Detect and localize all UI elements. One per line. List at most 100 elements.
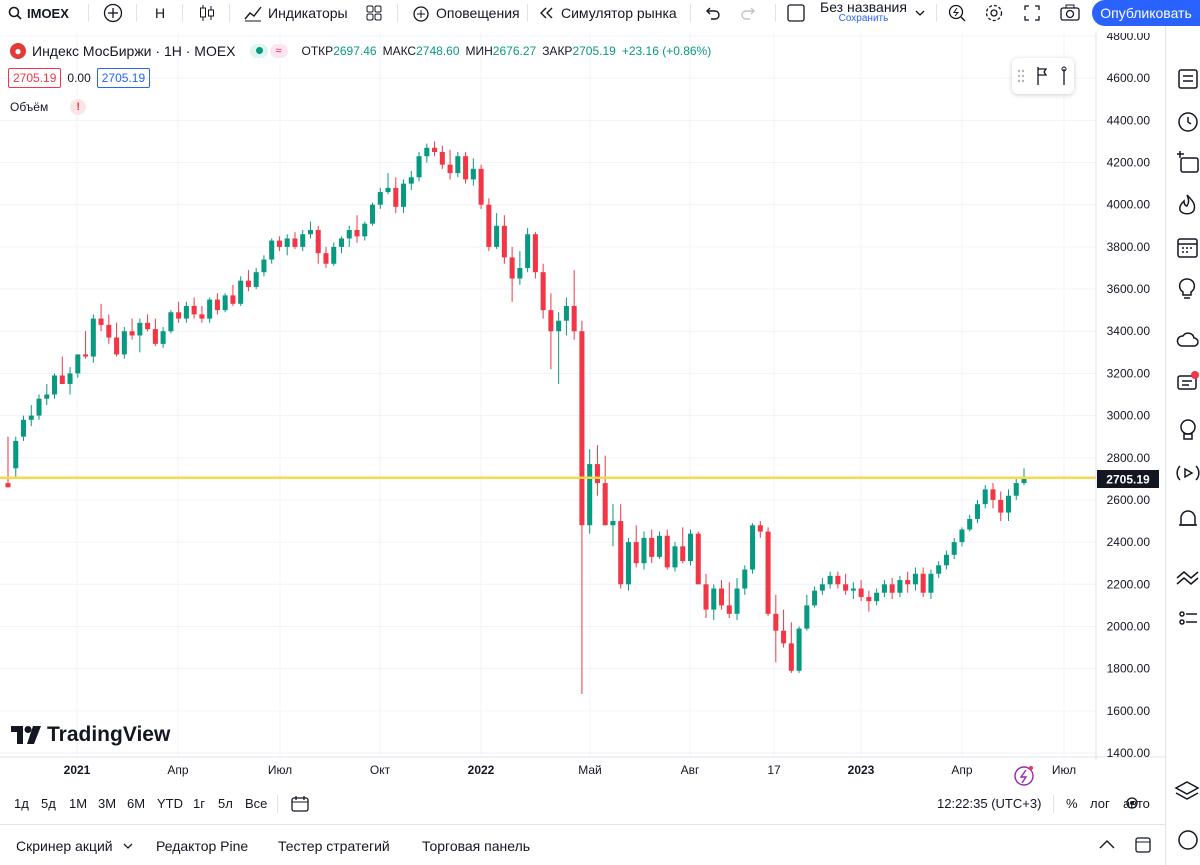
candle-body (470, 168, 476, 180)
layout-checkbox[interactable] (786, 0, 806, 26)
candle-body (214, 299, 220, 311)
brand-name: TradingView (47, 723, 171, 746)
snapshot-button[interactable] (1059, 0, 1081, 26)
time-axis[interactable]: 2021 Апр Июл Окт 2022 Май Авг 17 2023 Апр Июл (64, 763, 1077, 777)
volume-label[interactable]: Объём (10, 100, 49, 114)
warning-icon[interactable]: ! (70, 99, 87, 115)
tab-stock-screener[interactable]: Скринер акций (16, 838, 113, 854)
price-tick-label: 1800.00 (1107, 662, 1151, 676)
range-5d[interactable]: 5д (41, 796, 56, 811)
maximize-icon[interactable] (1134, 836, 1152, 854)
bid-box[interactable]: 2705.19 (8, 68, 62, 88)
settings-button[interactable] (984, 0, 1004, 26)
top-toolbar: IMOEX H Индикаторы Оповещения Симулятор … (0, 0, 1200, 26)
candle-body (67, 373, 73, 384)
candle-body (129, 331, 135, 336)
candle-body (998, 499, 1004, 513)
log-scale-toggle[interactable]: лог (1090, 796, 1110, 811)
candle-body (687, 533, 694, 562)
candle-body (207, 299, 213, 319)
save-link[interactable]: Сохранить (838, 13, 889, 24)
lightning-icon[interactable] (1014, 766, 1034, 786)
ideas-lightbulb-icon[interactable] (1174, 276, 1200, 302)
price-chart[interactable]: 4800.00 4600.00 4400.00 4200.00 4000.00 3800.… (0, 33, 1165, 823)
range-ytd[interactable]: YTD (157, 796, 183, 811)
range-6m[interactable]: 6М (127, 796, 146, 811)
candle-body (912, 573, 918, 585)
layouts-button[interactable] (365, 0, 383, 26)
alerts-button[interactable]: Оповещения (411, 0, 520, 26)
chevron-up-icon[interactable] (1098, 837, 1116, 851)
range-1y[interactable]: 1г (193, 796, 205, 811)
help-icon[interactable] (1174, 826, 1200, 852)
candle-body (401, 183, 407, 207)
object-tree-icon[interactable] (1174, 150, 1200, 176)
layers-icon[interactable] (1174, 778, 1200, 804)
instrument-name[interactable]: Индекс МосБиржи · 1Н · MOEX (32, 43, 236, 59)
notifications-bell-icon[interactable] (1174, 506, 1200, 532)
drag-handle-icon[interactable] (1017, 68, 1025, 84)
candle-body (633, 542, 639, 564)
candle-body (695, 533, 701, 585)
layout-title-button[interactable]: Без названия Сохранить (820, 0, 907, 26)
divider (182, 4, 183, 22)
tradingview-logo[interactable]: TradingView (11, 723, 170, 747)
divider (397, 4, 398, 22)
streams-cloud-icon[interactable] (1174, 328, 1200, 354)
change-value: +23.16 (+0.86%) (621, 44, 712, 58)
chats-icon[interactable] (1174, 370, 1200, 396)
data-window-icon[interactable] (1174, 606, 1200, 632)
market-status[interactable]: ≈ (249, 44, 288, 58)
trend-chevron-icon[interactable] (1174, 564, 1200, 590)
tab-strategy-tester[interactable]: Тестер стратегий (278, 838, 390, 854)
candle-body (788, 643, 794, 671)
line-tool-icon[interactable] (1059, 65, 1069, 87)
price-tick-label: 2400.00 (1107, 535, 1151, 549)
undo-button[interactable] (703, 0, 721, 26)
tab-trading-panel[interactable]: Торговая панель (422, 838, 531, 854)
broadcast-play-icon[interactable] (1174, 460, 1200, 486)
fullscreen-button[interactable] (1023, 0, 1041, 26)
hotlists-fire-icon[interactable] (1174, 192, 1200, 218)
flag-icon[interactable] (1034, 65, 1050, 87)
time-tick-label: Июл (1052, 763, 1076, 777)
candle-body (346, 230, 352, 239)
range-5y[interactable]: 5л (218, 796, 233, 811)
lightbulb-icon[interactable] (1174, 416, 1200, 442)
layout-menu-button[interactable] (914, 0, 926, 26)
candle-body (781, 630, 787, 644)
replay-button[interactable]: Симулятор рынка (538, 0, 677, 26)
symbol-search-button[interactable]: IMOEX (8, 0, 69, 26)
price-axis[interactable]: 4800.00 4600.00 4400.00 4200.00 4000.00 3800.… (1107, 33, 1151, 760)
calendar-range-icon[interactable] (290, 794, 312, 814)
tab-pine-editor[interactable]: Редактор Pine (156, 838, 249, 854)
redo-button[interactable] (740, 0, 758, 26)
chart-grid (0, 33, 1096, 757)
candle-body (866, 596, 872, 602)
compare-button[interactable] (103, 0, 123, 26)
chart-type-button[interactable] (197, 0, 217, 26)
interval-button[interactable]: H (155, 0, 165, 26)
indicators-button[interactable]: Индикаторы (243, 0, 348, 26)
ask-box[interactable]: 2705.19 (96, 68, 151, 88)
quick-search-button[interactable] (947, 0, 967, 26)
range-1d[interactable]: 1д (14, 796, 29, 811)
candle-body (982, 489, 988, 505)
drawing-toolbar-floating[interactable] (1012, 58, 1074, 94)
range-all[interactable]: Все (245, 796, 268, 811)
chevron-down-icon[interactable] (122, 840, 134, 852)
candle-body (315, 230, 321, 254)
clock-timezone[interactable]: 12:22:35 (UTC+3) (937, 796, 1042, 811)
candle-body (951, 542, 957, 555)
range-3m[interactable]: 3М (98, 796, 117, 811)
watchlist-icon[interactable] (1174, 66, 1200, 92)
chart-area[interactable]: 4800.00 4600.00 4400.00 4200.00 4000.00 3800.… (0, 33, 1200, 823)
settings-circle-icon[interactable] (1126, 797, 1138, 809)
auto-scale-toggle[interactable]: авто (1123, 796, 1150, 811)
alarm-clock-icon[interactable] (1174, 108, 1200, 134)
candle-body (20, 419, 27, 437)
publish-button[interactable]: Опубликовать (1092, 0, 1200, 26)
calendar-icon[interactable] (1174, 234, 1200, 260)
percent-scale-toggle[interactable]: % (1066, 796, 1078, 811)
range-1m[interactable]: 1М (69, 796, 88, 811)
